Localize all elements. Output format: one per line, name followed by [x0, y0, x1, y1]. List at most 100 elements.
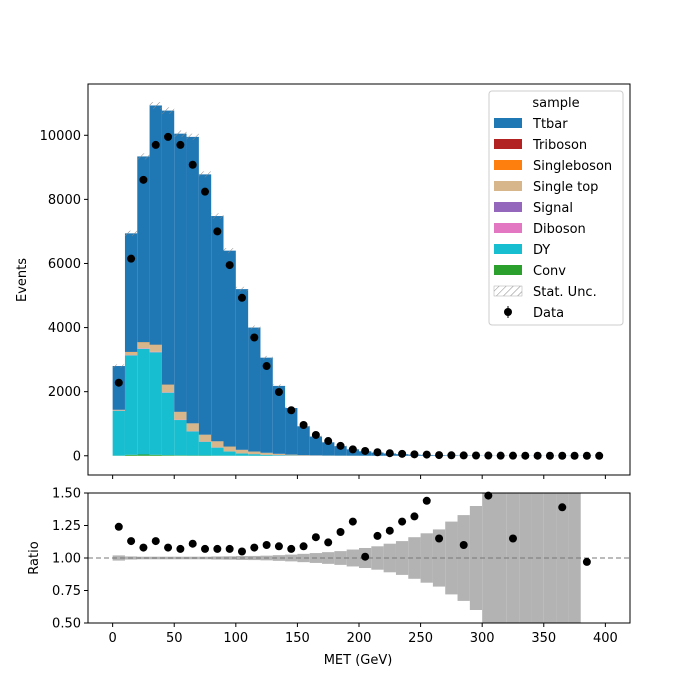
- ratio-y-ticks: 0.50 0.75 1.00 1.25 1.50: [52, 487, 88, 632]
- bar-ttbar: [297, 426, 310, 456]
- bar-conv: [137, 454, 150, 456]
- ratio-unc-band: [543, 493, 557, 623]
- ratio-point: [299, 542, 308, 551]
- stat-unc-hatch: [272, 384, 286, 388]
- legend-swatch-data: [504, 308, 512, 316]
- data-point: [151, 140, 160, 149]
- ratio-point: [213, 544, 222, 553]
- ratio-point: [225, 544, 234, 553]
- bar-single-top: [285, 454, 298, 456]
- stat-unc-hatch: [124, 230, 138, 237]
- bar-single-top: [174, 412, 187, 420]
- bar-single-top: [272, 453, 286, 456]
- bar-ttbar: [309, 436, 323, 456]
- ratio-point: [324, 538, 333, 547]
- data-point: [114, 378, 123, 387]
- legend-label: Ttbar: [532, 117, 568, 132]
- ratio-unc-band: [432, 529, 446, 587]
- data-point: [225, 261, 234, 270]
- data-point: [570, 451, 579, 460]
- ratio-point: [459, 541, 468, 549]
- legend-frame: [488, 90, 624, 326]
- ratio-unc-band: [248, 555, 261, 561]
- data-point: [127, 254, 136, 263]
- data-point: [398, 449, 407, 458]
- y-axis-label-events: Events: [15, 258, 30, 302]
- bar-dy: [235, 453, 249, 456]
- bar-ttbar: [161, 110, 175, 385]
- x-tick-label: 0: [108, 631, 116, 646]
- bar-dy: [223, 451, 236, 456]
- legend-swatch-dy: [494, 244, 522, 254]
- data-point: [385, 449, 394, 458]
- x-tick-label: 350: [531, 631, 556, 646]
- bar-ttbar: [272, 385, 286, 454]
- bar-ttbar: [211, 216, 224, 442]
- stacked-histogram: [112, 105, 594, 456]
- data-point: [299, 421, 308, 430]
- ratio-point: [484, 491, 493, 500]
- bar-ttbar: [174, 133, 187, 412]
- ratio-point: [151, 537, 160, 546]
- ratio-point: [336, 528, 345, 536]
- stat-unc-hatch: [235, 286, 249, 292]
- ratio-point: [114, 522, 123, 531]
- bar-dy: [198, 441, 212, 456]
- main-panel: 0 2000 4000 6000 8000 10000 Events sample Ttb…: [15, 83, 631, 479]
- data-point: [164, 132, 173, 141]
- ratio-unc-band: [223, 556, 236, 560]
- legend-swatch-singleboson: [494, 160, 522, 170]
- data-point: [237, 293, 246, 302]
- bar-single-top: [223, 446, 236, 452]
- y-tick-label: 4000: [48, 321, 81, 336]
- data-point: [213, 227, 222, 236]
- data-point: [250, 333, 259, 342]
- stat-unc-hatch: [198, 171, 212, 178]
- bar-dy: [186, 431, 199, 456]
- bar-single-top: [211, 441, 224, 448]
- ratio-point: [435, 534, 444, 543]
- bar-ttbar: [248, 327, 261, 452]
- ratio-unc-band: [383, 543, 396, 573]
- ratio-unc-band: [297, 553, 310, 563]
- data-point: [287, 406, 296, 415]
- x-tick-label: 200: [347, 631, 372, 646]
- ratio-unc-band: [457, 515, 470, 601]
- data-point: [459, 451, 468, 460]
- ratio-point: [582, 557, 591, 566]
- ratio-point: [262, 541, 271, 549]
- data-point: [545, 451, 554, 460]
- legend-swatch-diboson: [494, 223, 522, 233]
- bar-single-top: [112, 409, 125, 411]
- stat-unc-hatch: [112, 364, 125, 368]
- data-point: [410, 450, 419, 459]
- stat-unc-hatch: [161, 107, 175, 114]
- data-point: [447, 451, 456, 460]
- bar-dy: [272, 455, 286, 456]
- data-point: [311, 430, 320, 439]
- legend-label: Signal: [533, 201, 573, 216]
- data-point: [201, 187, 210, 196]
- main-x-ticks: [112, 475, 606, 479]
- ratio-unc-band: [272, 555, 286, 561]
- bar-single-top: [248, 451, 261, 455]
- data-point: [496, 451, 505, 460]
- data-point: [274, 387, 283, 396]
- stat-unc-hatch: [186, 133, 199, 141]
- ratio-point: [188, 539, 197, 548]
- bar-ttbar: [186, 136, 199, 424]
- ratio-point: [311, 533, 320, 542]
- data-point: [521, 451, 530, 460]
- data-point: [139, 175, 148, 184]
- ratio-panel: 0.50 0.75 1.00 1.25 1.50 0 50 100 150 200 250 300 3…: [27, 487, 631, 668]
- ratio-point: [250, 543, 259, 552]
- legend-swatch-signal: [494, 202, 522, 212]
- bar-single-top: [124, 352, 138, 356]
- ratio-y-tick-label: 1.50: [52, 487, 81, 502]
- ratio-unc-band: [137, 556, 150, 560]
- bar-ttbar: [285, 408, 298, 455]
- legend-label: DY: [533, 243, 550, 258]
- y-tick-label: 6000: [48, 257, 81, 272]
- bar-single-top: [235, 449, 249, 454]
- ratio-unc-band: [408, 537, 421, 579]
